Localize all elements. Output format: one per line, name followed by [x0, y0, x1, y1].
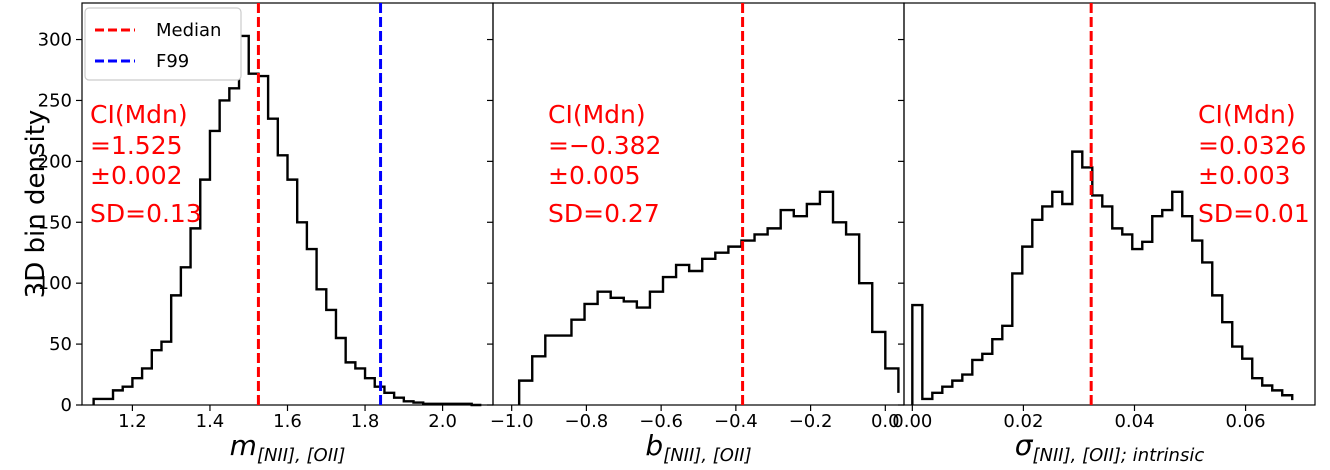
annotation-line-m: SD=0.13 [90, 199, 202, 228]
x-axis-symbol-m: m [230, 429, 257, 462]
x-tick-label-b: −0.6 [639, 411, 683, 432]
annotation-b: CI(Mdn)=−0.382±0.005 SD=0.27 [548, 100, 661, 228]
legend-f99-label: F99 [156, 51, 189, 72]
x-tick-label-sigma: 0.00 [892, 411, 932, 432]
x-axis-title-m: m[NII], [OII] [230, 429, 346, 466]
annotation-m: CI(Mdn)=1.525±0.002 SD=0.13 [90, 100, 202, 228]
panel-b: −1.0 −0.8 −0.6 −0.4 −0.2 0.0 b[NII], [OII] CI… [487, 2, 905, 466]
histogram-outline-sigma [911, 150, 1294, 405]
annotation-line-b: ±0.005 [548, 161, 641, 190]
annotation-line-b: =−0.382 [548, 131, 661, 160]
x-axis-title-sigma: σ[NII], [OII]; intrinsic [1015, 429, 1205, 466]
y-tick-label: 150 [38, 212, 72, 233]
x-tick-label-b: −0.8 [565, 411, 609, 432]
x-tick-label-m: 2.0 [428, 411, 457, 432]
x-axis-subscript-m: [NII], [OII] [257, 445, 345, 466]
annotation-line-sigma: SD=0.01 [1198, 199, 1310, 228]
annotation-line-b: SD=0.27 [548, 199, 660, 228]
legend-median-label: Median [156, 20, 221, 41]
x-tick-label-sigma: 0.04 [1114, 411, 1154, 432]
y-tick-label: 100 [38, 273, 72, 294]
panel-m: 0 50 100 150 200 250 300 1.2 1.4 1.6 1.8 2.0 m[NII]… [38, 2, 494, 466]
annotation-line-sigma: =0.0326 [1198, 131, 1306, 160]
y-tick-label: 50 [49, 334, 72, 355]
y-tick-label: 300 [38, 30, 72, 51]
legend: Median F99 [84, 7, 242, 81]
x-axis-subscript-sigma: [NII], [OII]; intrinsic [1033, 445, 1205, 466]
x-tick-label-sigma: 0.06 [1226, 411, 1266, 432]
x-tick-label-m: 1.6 [273, 411, 302, 432]
y-axis-title: 3D bin density [21, 110, 51, 299]
axes-frame-sigma [903, 2, 1316, 406]
annotation-line-m: =1.525 [90, 131, 183, 160]
annotation-line-sigma: CI(Mdn) [1198, 100, 1296, 129]
histogram-sigma: 0.00 0.02 0.04 0.06 [892, 2, 1316, 432]
x-tick-label-m: 1.4 [196, 411, 225, 432]
annotation-line-m: ±0.002 [90, 161, 183, 190]
y-tick-label: 200 [38, 151, 72, 172]
x-axis-symbol-b: b [645, 429, 663, 462]
x-axis-subscript-b: [NII], [OII] [663, 445, 751, 466]
x-tick-label-b: −0.4 [714, 411, 758, 432]
y-tick-label: 250 [38, 90, 72, 111]
histogram-outline-m [92, 34, 482, 407]
annotation-line-sigma: ±0.003 [1198, 161, 1291, 190]
annotation-sigma: CI(Mdn)=0.0326±0.003 SD=0.01 [1198, 100, 1310, 228]
y-tick-label: 0 [61, 395, 72, 416]
x-tick-label-m: 1.2 [118, 411, 147, 432]
x-tick-label-m: 1.8 [351, 411, 380, 432]
annotation-line-b: CI(Mdn) [548, 100, 646, 129]
x-tick-label-b: −1.0 [490, 411, 534, 432]
histogram-outline-b [517, 190, 900, 405]
x-tick-label-b: −0.2 [789, 411, 833, 432]
annotation-line-m: CI(Mdn) [90, 100, 188, 129]
x-axis-title-b: b[NII], [OII] [645, 429, 751, 466]
histogram-m: 0 50 100 150 200 250 300 1.2 1.4 1.6 1.8 2.0 [38, 2, 494, 432]
histogram-b: −1.0 −0.8 −0.6 −0.4 −0.2 0.0 [487, 2, 905, 432]
x-axis-symbol-sigma: σ [1015, 429, 1034, 462]
panel-sigma: 0.00 0.02 0.04 0.06 σ[NII], [OII]; intrinsi… [892, 2, 1316, 466]
x-tick-label-sigma: 0.02 [1003, 411, 1043, 432]
x-tick-label-b: 0.0 [871, 411, 900, 432]
